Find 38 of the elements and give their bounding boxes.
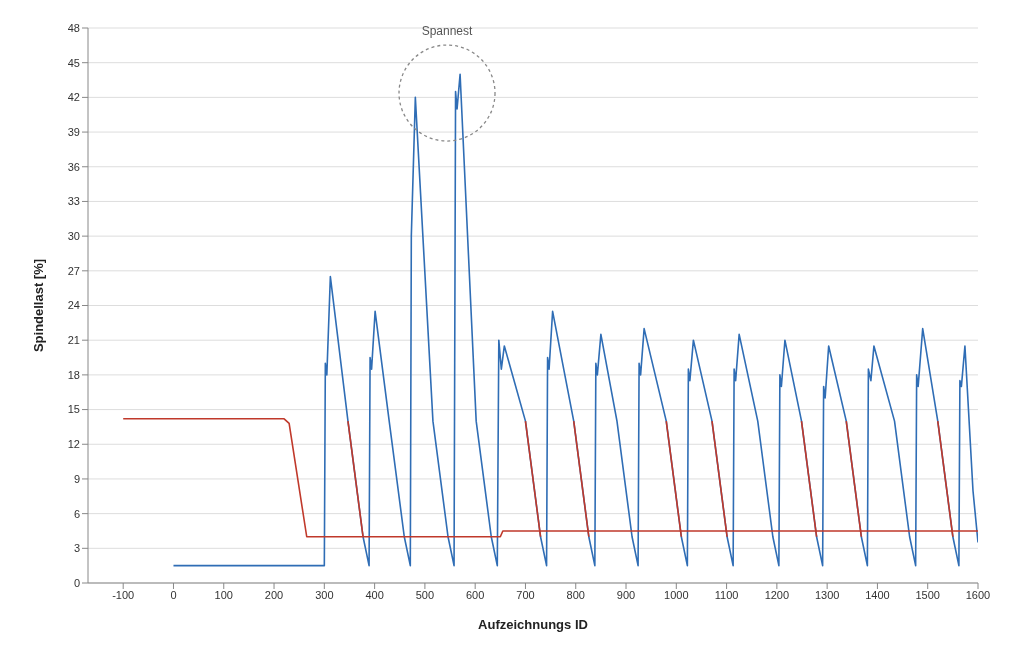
x-tick-label: 900 [616, 588, 636, 601]
x-tick-label: 0 [170, 588, 177, 601]
x-tick-label: 100 [214, 588, 233, 601]
y-tick-label: 36 [67, 160, 80, 173]
y-tick-label: 12 [67, 438, 80, 451]
x-tick-label: 1400 [865, 588, 890, 601]
x-tick-label: 500 [415, 588, 435, 601]
x-tick-label: 1100 [714, 588, 739, 601]
y-tick-label: 48 [67, 21, 80, 34]
x-tick-label: 400 [365, 588, 384, 601]
y-tick-label: 0 [73, 576, 80, 589]
y-tick-label: 15 [67, 403, 80, 416]
x-tick-label: 1000 [664, 588, 689, 601]
annotation: Spannest [421, 24, 474, 39]
x-tick-label: 1300 [814, 588, 840, 601]
y-tick-label: 21 [67, 334, 80, 347]
y-tick-label: 33 [67, 195, 80, 208]
y-tick-label: 45 [67, 56, 80, 69]
y-tick-label: 6 [73, 507, 80, 520]
y-tick-label: 27 [67, 264, 80, 277]
x-tick-label: 1200 [764, 588, 790, 601]
y-tick-label: 24 [67, 299, 80, 312]
x-tick-label: 700 [516, 588, 535, 601]
x-tick-label: -100 [112, 588, 135, 601]
y-tick-label: 42 [67, 91, 80, 104]
y-tick-label: 18 [67, 368, 80, 381]
x-tick-label: 600 [466, 588, 485, 601]
y-tick-label: 30 [67, 230, 80, 243]
x-tick-label: 1600 [965, 588, 991, 601]
x-tick-label: 300 [315, 588, 334, 601]
x-tick-label: 1500 [915, 588, 940, 601]
y-axis-title: Spindellast [%] [30, 258, 46, 353]
x-tick-label: 200 [264, 588, 284, 601]
y-tick-label: 9 [73, 472, 80, 485]
x-tick-label: 800 [566, 588, 585, 601]
y-tick-label: 39 [67, 125, 80, 138]
y-tick-label: 3 [73, 542, 80, 555]
x-axis-title: Aufzeichnungs ID [478, 617, 588, 632]
